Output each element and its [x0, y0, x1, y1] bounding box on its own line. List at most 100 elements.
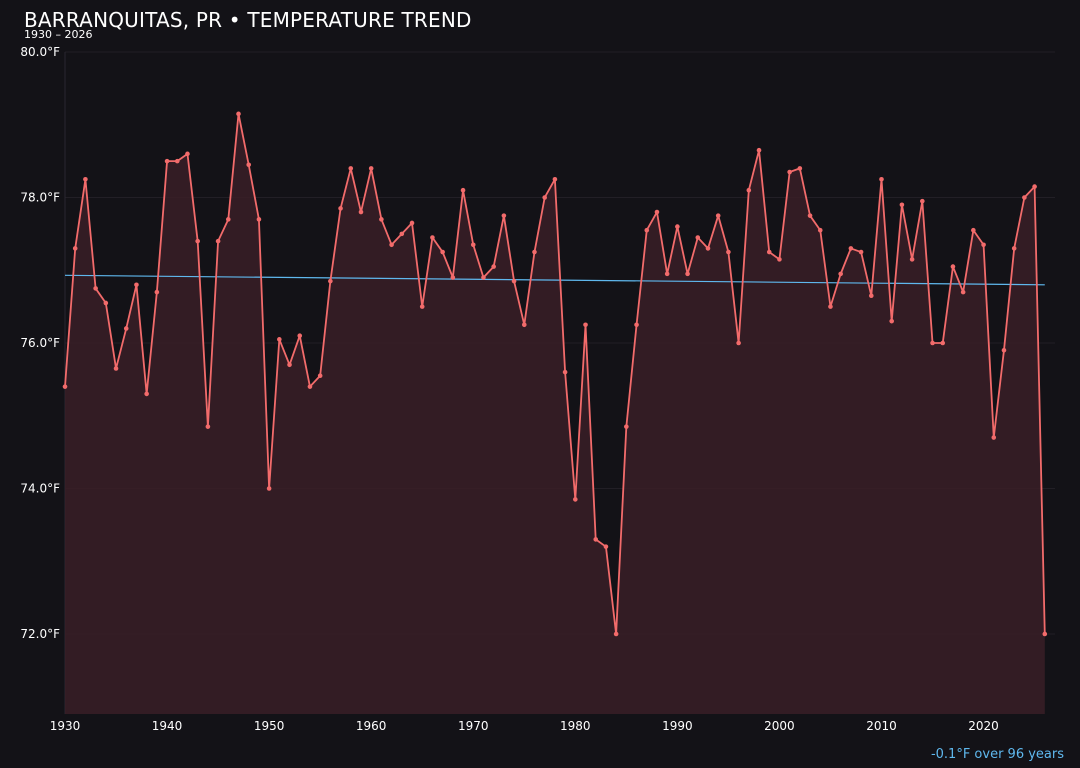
data-point [215, 238, 221, 244]
data-point [246, 162, 252, 168]
x-tick-label: 2020 [968, 719, 999, 733]
x-tick-label: 1960 [356, 719, 387, 733]
y-tick-labels: 72.0°F 74.0°F 76.0°F 78.0°F 80.0°F [20, 45, 60, 641]
x-tick-label: 1940 [152, 719, 183, 733]
data-point [236, 111, 241, 117]
data-point [746, 187, 752, 193]
data-point [542, 195, 547, 200]
chart-subtitle: 1930 – 2026 [24, 28, 93, 41]
data-point [634, 322, 639, 328]
data-point [328, 278, 333, 284]
data-point [1042, 631, 1048, 637]
data-point [511, 278, 517, 284]
data-point [348, 166, 354, 171]
data-point [920, 198, 925, 204]
data-point [144, 391, 149, 397]
data-point [766, 249, 772, 255]
data-point [1022, 195, 1027, 200]
area-fill [65, 113, 1045, 715]
data-point [940, 340, 946, 346]
data-point [154, 289, 160, 295]
data-point [338, 206, 343, 211]
data-point [685, 271, 690, 277]
data-point [532, 249, 537, 255]
y-tick-label: 80.0°F [20, 45, 60, 59]
data-point [1032, 184, 1037, 189]
data-point [593, 537, 599, 542]
data-point [899, 202, 905, 208]
data-point [562, 369, 568, 375]
chart-title: BARRANQUITAS, PR • TEMPERATURE TREND [24, 8, 472, 32]
y-tick-label: 76.0°F [20, 336, 60, 350]
data-point [307, 384, 313, 389]
data-point [756, 147, 762, 153]
data-point [675, 224, 680, 229]
data-point [960, 289, 966, 295]
data-point [287, 362, 292, 368]
data-point [736, 340, 741, 346]
data-point [909, 257, 915, 262]
x-tick-label: 1980 [560, 719, 591, 733]
data-point [858, 249, 864, 255]
data-point [838, 271, 843, 277]
data-point [654, 209, 660, 215]
data-point [103, 300, 109, 306]
data-point [817, 227, 823, 233]
data-point [807, 213, 813, 218]
data-point [950, 264, 956, 269]
data-point [368, 166, 374, 171]
x-tick-label: 1930 [50, 719, 81, 733]
data-point [991, 435, 997, 440]
data-point [715, 213, 721, 218]
data-point [889, 318, 894, 324]
data-point [828, 304, 833, 309]
data-point [256, 217, 262, 222]
data-point [62, 384, 68, 389]
data-point [868, 293, 874, 299]
data-point [358, 209, 364, 215]
data-point [277, 337, 282, 342]
data-point [450, 275, 456, 280]
data-point [583, 322, 588, 328]
trend-summary: -0.1°F over 96 years [930, 747, 1064, 762]
y-tick-label: 78.0°F [20, 190, 60, 204]
x-tick-label: 1950 [254, 719, 285, 733]
data-point [226, 217, 231, 222]
data-point [317, 373, 323, 379]
data-point [644, 227, 650, 233]
data-point [297, 333, 303, 339]
data-point [266, 486, 272, 491]
trend-line [64, 274, 1045, 286]
y-tick-label: 74.0°F [20, 481, 60, 495]
data-point [123, 326, 129, 331]
x-tick-label: 1990 [662, 719, 693, 733]
data-point [470, 242, 476, 248]
data-point [501, 213, 507, 218]
x-tick-label: 2000 [764, 719, 795, 733]
x-tick-label: 2010 [866, 719, 897, 733]
data-point [205, 424, 211, 429]
data-point [174, 158, 180, 164]
data-point [93, 286, 98, 291]
data-point [777, 257, 782, 262]
data-point [481, 275, 486, 280]
data-point [72, 246, 78, 251]
data-points [62, 111, 1048, 637]
data-point [1001, 347, 1007, 353]
data-point [83, 177, 88, 182]
data-point [613, 631, 619, 637]
data-point [705, 246, 711, 251]
data-point [430, 235, 435, 240]
data-point [573, 497, 578, 502]
data-point [848, 246, 854, 251]
data-point [185, 151, 190, 157]
data-point [134, 282, 139, 288]
data-point [440, 249, 445, 255]
data-point [399, 231, 405, 237]
data-point [409, 220, 415, 226]
data-point [164, 158, 170, 164]
data-point [389, 242, 394, 248]
x-tick-label: 1970 [458, 719, 489, 733]
data-point [787, 169, 792, 175]
data-point [113, 366, 119, 371]
